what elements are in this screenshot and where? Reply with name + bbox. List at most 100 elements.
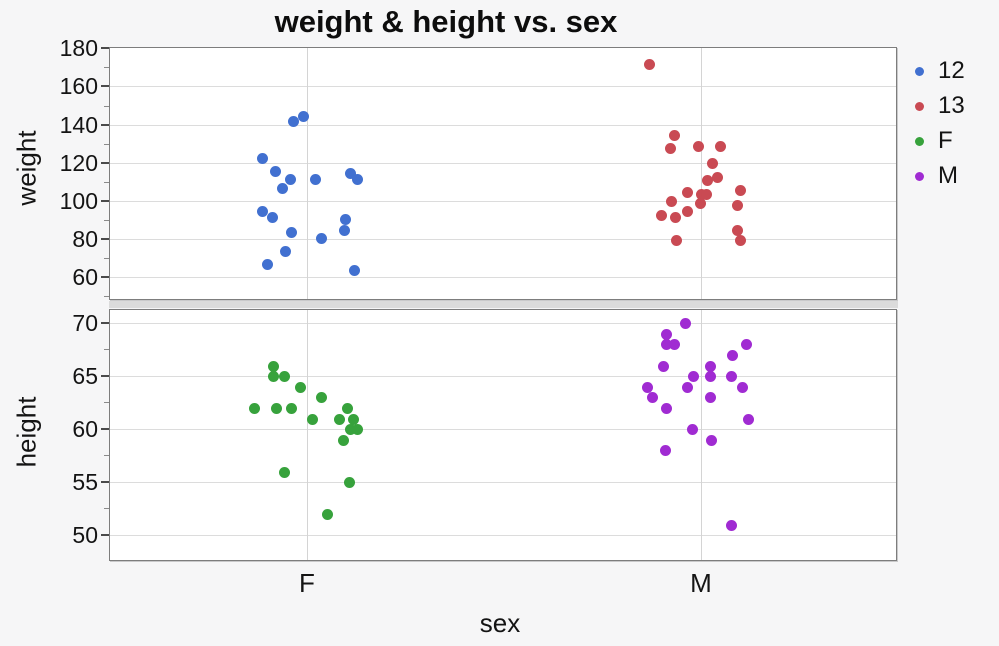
- data-point-age-13-M[interactable]: [700, 188, 712, 200]
- data-point-age-12-F[interactable]: [269, 165, 281, 177]
- data-point-sex-M[interactable]: [659, 445, 671, 457]
- data-point-sex-F[interactable]: [270, 403, 282, 414]
- data-point-age-12-F[interactable]: [344, 167, 356, 179]
- data-point-sex-F[interactable]: [321, 509, 333, 520]
- data-point-sex-F[interactable]: [344, 424, 356, 436]
- gridline: [110, 534, 896, 536]
- legend-label-13: 13: [938, 92, 965, 119]
- data-point-sex-M[interactable]: [657, 360, 669, 372]
- y-tick-mark: [101, 47, 109, 50]
- y-tick-mark: [101, 238, 109, 241]
- data-point-age-12-F[interactable]: [276, 183, 288, 195]
- data-point-age-13-M[interactable]: [707, 158, 719, 170]
- data-point-age-13-M[interactable]: [669, 211, 681, 223]
- data-point-age-13-M[interactable]: [665, 196, 677, 208]
- data-point-age-12-F[interactable]: [315, 232, 327, 244]
- data-point-age-12-F[interactable]: [309, 173, 321, 185]
- data-point-age-12-F[interactable]: [339, 213, 351, 225]
- data-point-sex-F[interactable]: [295, 381, 307, 393]
- data-point-sex-F[interactable]: [342, 403, 354, 414]
- data-point-sex-F[interactable]: [333, 413, 345, 425]
- data-point-age-13-M[interactable]: [682, 206, 694, 217]
- gridline: [110, 481, 896, 483]
- data-point-age-13-M[interactable]: [714, 141, 726, 153]
- data-point-age-12-F[interactable]: [267, 211, 279, 223]
- data-point-age-13-M[interactable]: [694, 198, 706, 210]
- data-point-sex-M[interactable]: [646, 392, 658, 404]
- data-point-age-13-M[interactable]: [664, 143, 676, 155]
- chart-title: weight & height vs. sex: [274, 4, 618, 39]
- data-point-age-13-M[interactable]: [734, 234, 746, 246]
- gridline: [110, 86, 896, 88]
- data-point-sex-M[interactable]: [660, 328, 672, 340]
- data-point-age-13-M[interactable]: [643, 59, 655, 71]
- data-point-age-13-M[interactable]: [693, 141, 705, 153]
- legend-item-M[interactable]: M: [906, 161, 998, 191]
- data-point-sex-F[interactable]: [343, 477, 355, 489]
- data-point-sex-M[interactable]: [704, 392, 716, 404]
- data-point-age-12-F[interactable]: [285, 226, 297, 238]
- gridline: [110, 200, 896, 202]
- data-point-sex-F[interactable]: [248, 403, 260, 414]
- data-point-sex-F[interactable]: [279, 371, 291, 383]
- data-point-sex-M[interactable]: [740, 339, 752, 351]
- data-point-sex-F[interactable]: [285, 403, 297, 414]
- data-point-age-13-M[interactable]: [682, 186, 694, 198]
- data-point-sex-M[interactable]: [668, 339, 680, 351]
- data-point-age-12-F[interactable]: [262, 259, 274, 271]
- weight-axis-title: weight: [11, 130, 42, 206]
- data-point-sex-M[interactable]: [642, 381, 654, 393]
- data-point-age-12-F[interactable]: [256, 206, 268, 217]
- data-point-age-12-F[interactable]: [297, 110, 309, 122]
- data-point-sex-M[interactable]: [682, 381, 694, 393]
- data-point-sex-M[interactable]: [736, 381, 748, 393]
- data-point-age-12-F[interactable]: [352, 173, 364, 185]
- legend-label-M: M: [938, 162, 958, 189]
- data-point-sex-M[interactable]: [686, 424, 698, 436]
- data-point-age-12-F[interactable]: [338, 225, 350, 237]
- data-point-sex-F[interactable]: [316, 392, 328, 404]
- data-point-age-13-M[interactable]: [711, 171, 723, 183]
- data-point-age-12-F[interactable]: [279, 246, 291, 258]
- data-point-age-13-M[interactable]: [734, 185, 746, 196]
- legend-item-13[interactable]: 13: [906, 91, 998, 121]
- data-point-age-13-M[interactable]: [732, 225, 744, 237]
- data-point-sex-M[interactable]: [725, 519, 737, 531]
- data-point-sex-F[interactable]: [347, 413, 359, 425]
- y-tick-mark: [101, 85, 109, 88]
- data-point-sex-M[interactable]: [704, 371, 716, 383]
- data-point-sex-F[interactable]: [267, 360, 279, 372]
- panel-divider: [109, 301, 898, 308]
- data-point-sex-F[interactable]: [351, 424, 363, 436]
- data-point-sex-F[interactable]: [267, 371, 279, 383]
- data-point-sex-M[interactable]: [726, 371, 738, 383]
- data-point-sex-M[interactable]: [727, 350, 739, 361]
- data-point-age-12-F[interactable]: [284, 173, 296, 185]
- data-point-age-13-M[interactable]: [668, 129, 680, 141]
- data-point-sex-M[interactable]: [661, 339, 673, 351]
- data-point-sex-M[interactable]: [706, 434, 718, 446]
- data-point-sex-M[interactable]: [679, 318, 691, 330]
- gridline: [110, 428, 896, 430]
- data-point-age-13-M[interactable]: [732, 200, 744, 212]
- data-point-sex-M[interactable]: [704, 360, 716, 372]
- data-point-age-12-F[interactable]: [287, 116, 299, 128]
- legend-item-12[interactable]: 12: [906, 56, 998, 86]
- legend-item-F[interactable]: F: [906, 126, 998, 156]
- data-point-age-13-M[interactable]: [670, 234, 682, 246]
- data-point-sex-M[interactable]: [661, 403, 673, 414]
- data-point-age-12-F[interactable]: [348, 265, 360, 277]
- data-point-sex-F[interactable]: [279, 466, 291, 478]
- data-point-sex-F[interactable]: [307, 413, 319, 425]
- data-point-sex-M[interactable]: [742, 413, 754, 425]
- data-point-sex-M[interactable]: [687, 371, 699, 383]
- gridline: [110, 322, 896, 324]
- x-tick-M: M: [690, 568, 712, 598]
- data-point-sex-F[interactable]: [338, 434, 350, 446]
- gridline: [110, 239, 896, 241]
- legend-dot-M: [915, 172, 924, 181]
- data-point-age-12-F[interactable]: [257, 152, 269, 164]
- data-point-age-13-M[interactable]: [701, 175, 713, 187]
- y-tick-mark: [101, 480, 109, 483]
- data-point-age-13-M[interactable]: [656, 209, 668, 221]
